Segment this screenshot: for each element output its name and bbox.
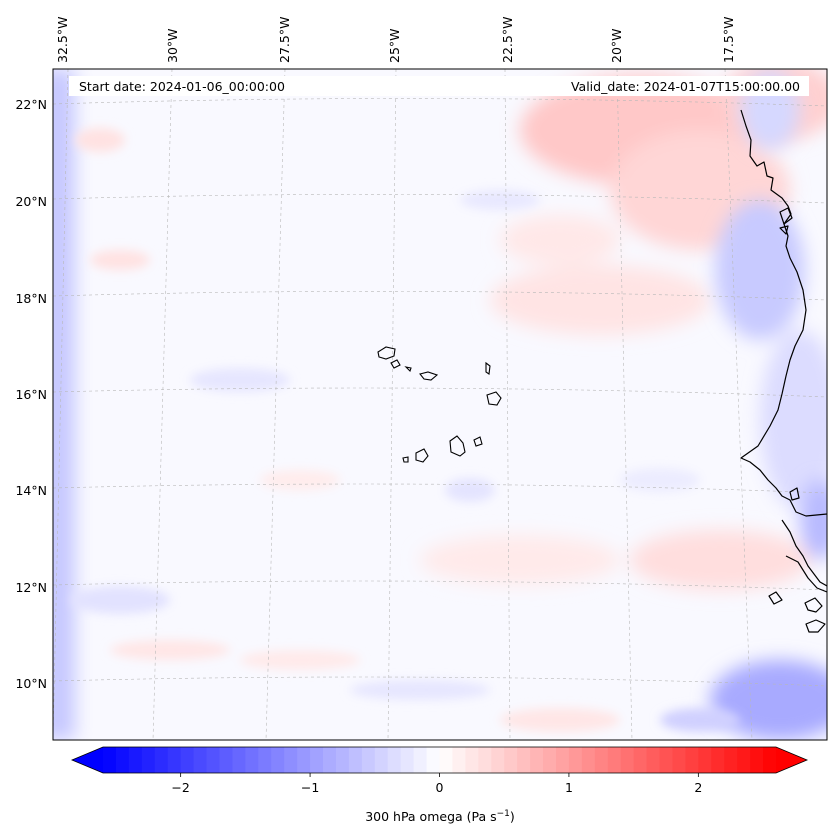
colorbar-segment bbox=[258, 747, 272, 773]
colorbar-tick-label: −1 bbox=[301, 780, 319, 795]
colorbar-segment bbox=[620, 747, 635, 773]
colorbar-tick-label: 2 bbox=[694, 780, 702, 795]
colorbar-segment bbox=[763, 747, 777, 773]
colorbar-segment bbox=[387, 747, 402, 773]
colorbar-segment bbox=[685, 747, 699, 773]
colorbar-outline bbox=[70, 746, 809, 774]
colorbar-segment bbox=[335, 747, 350, 773]
colorbar-segment bbox=[517, 747, 531, 773]
colorbar-segment bbox=[426, 747, 441, 773]
colorbar-segment bbox=[452, 747, 466, 773]
colorbar-tick-label: 0 bbox=[436, 780, 444, 795]
colorbar-segment bbox=[167, 747, 182, 773]
lat-label: 14°N bbox=[15, 483, 47, 498]
lon-label: 22.5°W bbox=[500, 17, 515, 63]
colorbar-segment bbox=[271, 747, 285, 773]
lat-label: 20°N bbox=[15, 194, 47, 209]
map-border bbox=[52, 68, 828, 741]
colorbar-segments bbox=[72, 747, 807, 773]
colorbar-segment bbox=[750, 747, 764, 773]
lon-label: 30°W bbox=[165, 28, 180, 63]
colorbar-segment bbox=[504, 747, 518, 773]
colorbar-segment bbox=[555, 747, 570, 773]
lat-label: 12°N bbox=[15, 580, 47, 595]
colorbar-segment bbox=[245, 747, 259, 773]
colorbar: −2 −1 0 1 2 300 hPa omega (Pa s−1) bbox=[70, 746, 809, 824]
colorbar-segment bbox=[297, 747, 311, 773]
colorbar-segment bbox=[698, 747, 712, 773]
colorbar-segment bbox=[530, 747, 544, 773]
colorbar-extend-min bbox=[72, 747, 103, 773]
gridlines bbox=[53, 69, 827, 740]
colorbar-tick-label: −2 bbox=[171, 780, 189, 795]
colorbar-segment bbox=[323, 747, 337, 773]
colorbar-segment bbox=[154, 747, 169, 773]
colorbar-segment bbox=[478, 747, 492, 773]
lat-label: 18°N bbox=[15, 291, 47, 306]
lat-tick-labels: 22°N 20°N 18°N 16°N 14°N 12°N 10°N bbox=[15, 97, 47, 691]
colorbar-segment bbox=[465, 747, 479, 773]
colorbar-segment bbox=[374, 747, 389, 773]
colorbar-label-close: ) bbox=[510, 809, 515, 824]
lat-label: 16°N bbox=[15, 387, 47, 402]
lon-label: 17.5°W bbox=[721, 17, 736, 63]
colorbar-segment bbox=[115, 747, 130, 773]
colorbar-segment bbox=[633, 747, 648, 773]
colorbar-label: 300 hPa omega (Pa s−1) bbox=[365, 809, 515, 824]
colorbar-ticks: −2 −1 0 1 2 bbox=[171, 773, 702, 795]
colorbar-segment bbox=[439, 747, 454, 773]
colorbar-segment bbox=[659, 747, 674, 773]
lat-label: 10°N bbox=[15, 676, 47, 691]
omega-field bbox=[53, 69, 827, 740]
colorbar-segment bbox=[361, 747, 376, 773]
colorbar-segment bbox=[491, 747, 505, 773]
colorbar-label-exponent: −1 bbox=[497, 809, 510, 819]
colorbar-segment bbox=[348, 747, 363, 773]
coastline bbox=[740, 109, 827, 633]
start-date-label: Start date: 2024-01-06_00:00:00 bbox=[79, 79, 285, 94]
colorbar-segment bbox=[568, 747, 583, 773]
valid-date-label: Valid_date: 2024-01-07T15:00:00.00 bbox=[571, 79, 800, 94]
colorbar-segment bbox=[193, 747, 208, 773]
colorbar-segment bbox=[737, 747, 751, 773]
lon-tick-labels: 32.5°W 30°W 27.5°W 25°W 22.5°W 20°W 17.5… bbox=[55, 17, 736, 63]
colorbar-segment bbox=[607, 747, 622, 773]
colorbar-segment bbox=[128, 747, 143, 773]
colorbar-segment bbox=[594, 747, 609, 773]
colorbar-segment bbox=[672, 747, 687, 773]
colorbar-segment bbox=[206, 747, 221, 773]
colorbar-segment bbox=[310, 747, 324, 773]
colorbar-segment bbox=[400, 747, 415, 773]
colorbar-segment bbox=[219, 747, 234, 773]
lon-label: 27.5°W bbox=[277, 17, 292, 63]
lon-label: 20°W bbox=[609, 28, 624, 63]
colorbar-segment bbox=[284, 747, 298, 773]
cape-verde-islands bbox=[377, 346, 502, 463]
colorbar-segment bbox=[711, 747, 725, 773]
lat-label: 22°N bbox=[15, 97, 47, 112]
colorbar-tick-label: 1 bbox=[565, 780, 573, 795]
colorbar-segment bbox=[724, 747, 738, 773]
colorbar-segment bbox=[413, 747, 428, 773]
colorbar-segment bbox=[103, 747, 117, 773]
colorbar-segment bbox=[180, 747, 195, 773]
lon-label: 32.5°W bbox=[55, 17, 70, 63]
colorbar-segment bbox=[646, 747, 661, 773]
colorbar-segment bbox=[232, 747, 246, 773]
colorbar-segment bbox=[543, 747, 557, 773]
lon-label: 25°W bbox=[387, 28, 402, 63]
colorbar-segment bbox=[141, 747, 156, 773]
colorbar-extend-max bbox=[776, 747, 807, 773]
colorbar-segment bbox=[581, 747, 596, 773]
